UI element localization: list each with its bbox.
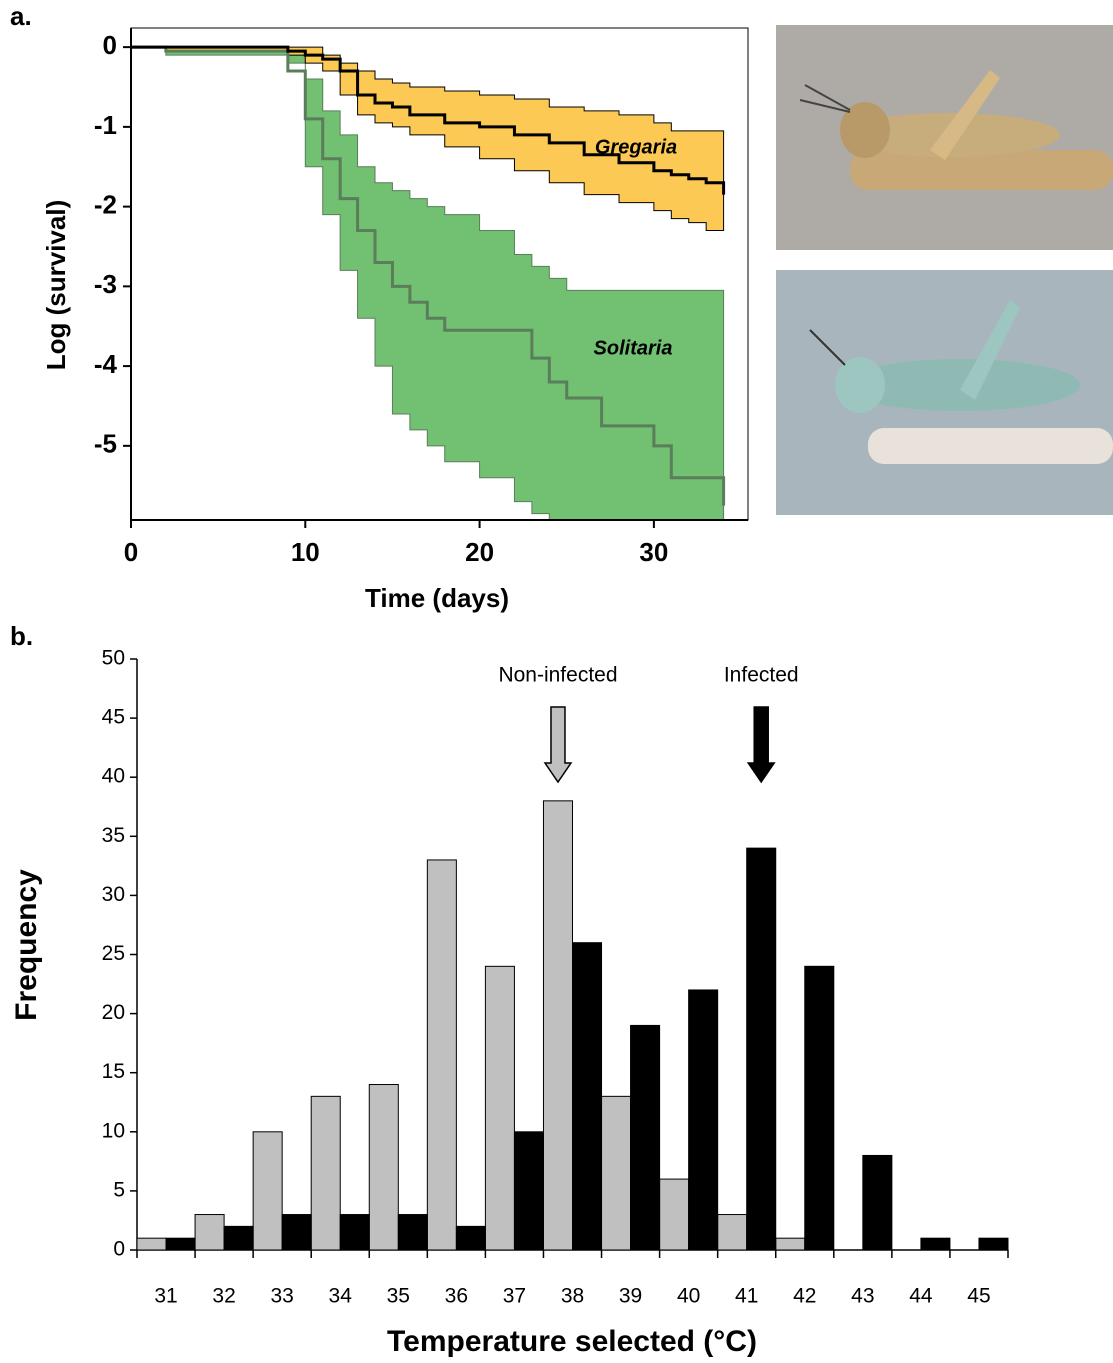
y-tick-label: 30	[102, 883, 125, 906]
bar	[804, 965, 835, 1251]
y-tick-label: 35	[102, 824, 125, 847]
x-tick-label: 45	[967, 1285, 990, 1308]
y-tick-label: -2	[94, 189, 117, 219]
series-label: Solitaria	[594, 337, 673, 359]
series-label: Gregaria	[595, 136, 677, 158]
y-tick-label: -4	[94, 349, 118, 379]
bar	[484, 965, 515, 1251]
bar	[513, 1131, 544, 1251]
bar	[746, 847, 777, 1251]
x-tick-label: 40	[677, 1285, 700, 1308]
y-tick-label: 50	[102, 647, 125, 670]
series-label: Non-infected	[498, 664, 617, 687]
series-label: Infected	[724, 664, 799, 687]
y-axis-label: Log (survival)	[41, 200, 71, 370]
bar	[136, 1237, 167, 1251]
bar	[455, 1225, 486, 1251]
x-tick-label: 41	[735, 1285, 758, 1308]
bar	[252, 1131, 283, 1251]
bar	[717, 1214, 748, 1251]
y-tick-label: -3	[94, 269, 117, 299]
x-tick-label: 42	[793, 1285, 816, 1308]
bar	[775, 1237, 806, 1251]
x-axis-label: Time (days)	[365, 583, 509, 613]
y-tick-label: 25	[102, 942, 125, 965]
y-tick-label: -5	[94, 429, 117, 459]
bar	[978, 1237, 1009, 1251]
x-tick-label: 33	[270, 1285, 293, 1308]
bar	[601, 1095, 632, 1251]
y-axis-label: Frequency	[10, 869, 43, 1021]
x-tick-label: 20	[465, 537, 494, 567]
y-tick-label: 5	[113, 1178, 125, 1201]
bar	[659, 1178, 690, 1251]
x-tick-label: 37	[503, 1285, 526, 1308]
x-tick-label: 39	[619, 1285, 642, 1308]
bar	[920, 1237, 951, 1251]
confidence-band	[131, 46, 725, 520]
bar	[368, 1084, 399, 1251]
y-tick-label: 10	[102, 1119, 125, 1142]
x-tick-label: 36	[445, 1285, 468, 1308]
x-tick-label: 38	[561, 1285, 584, 1308]
survival-line	[131, 45, 726, 506]
bar	[572, 942, 603, 1251]
y-tick-label: 20	[102, 1001, 125, 1024]
bar	[862, 1154, 893, 1251]
bar	[630, 1024, 661, 1251]
x-tick-label: 0	[124, 537, 138, 567]
bar	[542, 800, 574, 1251]
x-tick-label: 34	[329, 1285, 353, 1308]
y-tick-label: -1	[94, 110, 117, 140]
y-tick-label: 45	[102, 706, 125, 729]
photo-solitaria	[776, 270, 1113, 515]
photo-gregaria	[776, 25, 1113, 250]
bar	[165, 1237, 196, 1251]
arrow	[543, 706, 573, 784]
x-tick-label: 43	[851, 1285, 874, 1308]
x-tick-label: 10	[291, 537, 320, 567]
bar	[310, 1095, 341, 1251]
confidence-band	[131, 46, 725, 232]
y-tick-label: 15	[102, 1060, 125, 1083]
panel-label: b.	[10, 621, 33, 651]
x-tick-label: 30	[639, 537, 668, 567]
x-axis-label: Temperature selected (°C)	[387, 1325, 757, 1358]
plot-area	[131, 45, 726, 520]
bar	[426, 859, 457, 1251]
y-tick-label: 40	[102, 765, 125, 788]
bar	[339, 1214, 370, 1251]
bar	[688, 989, 719, 1251]
bar	[397, 1214, 428, 1251]
panel-label: a.	[10, 1, 32, 31]
arrow	[746, 706, 776, 784]
x-tick-label: 44	[909, 1285, 933, 1308]
bar	[194, 1214, 225, 1251]
x-tick-label: 35	[387, 1285, 410, 1308]
bar	[223, 1225, 254, 1251]
y-tick-label: 0	[103, 30, 117, 60]
x-tick-label: 31	[154, 1285, 177, 1308]
bar	[281, 1214, 312, 1251]
survival-line	[131, 45, 726, 195]
y-tick-label: 0	[113, 1238, 125, 1261]
x-tick-label: 32	[212, 1285, 235, 1308]
